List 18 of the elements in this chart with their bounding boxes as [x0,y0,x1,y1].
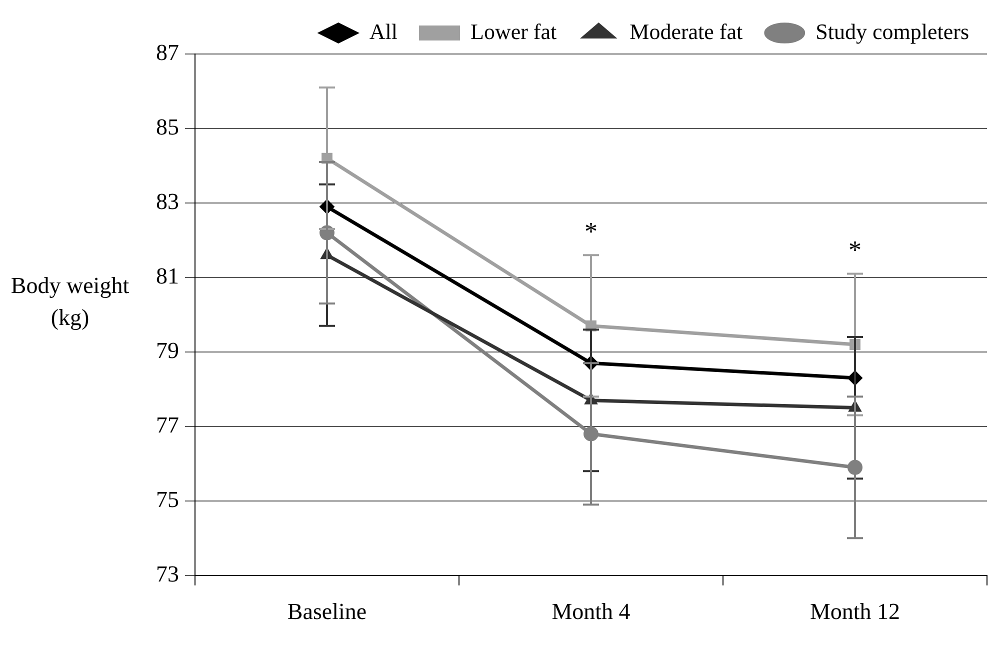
y-tick-label: 85 [156,114,179,140]
x-tick-label: Month 12 [810,599,900,624]
x-tick-label: Baseline [287,599,367,624]
annotation: * [848,236,862,265]
legend-label: All [369,18,398,44]
annotation: * [584,216,598,246]
y-tick-label: 79 [156,338,179,363]
y-tick-label: 87 [156,40,179,66]
y-tick-label: 75 [156,486,179,512]
legend-label: Lower fat [470,18,557,44]
y-axis-title: Body weight (kg) [10,272,130,332]
y-tick-label: 73 [156,561,179,586]
legend-label: Study completers [816,18,970,44]
legend-label: Moderate fat [630,18,743,44]
y-tick-label: 83 [156,189,179,214]
y-tick-label: 77 [156,412,179,438]
y-tick-label: 81 [156,264,179,289]
x-tick-label: Month 4 [552,599,631,624]
